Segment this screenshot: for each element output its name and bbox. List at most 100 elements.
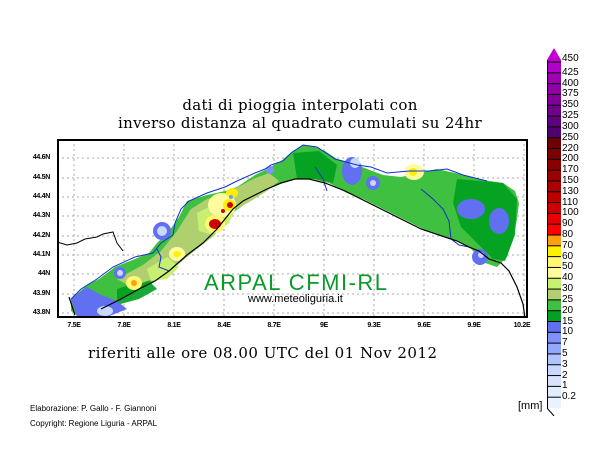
border-line [57, 231, 124, 252]
lon-tick: 7.5E [67, 322, 81, 329]
colorbar-level-label: 200 [562, 153, 579, 165]
colorbar-level-label: 20 [562, 304, 574, 316]
colorbar-band [547, 332, 561, 344]
rainfall-map [57, 139, 528, 318]
colorbar-level-label: 3 [562, 358, 568, 370]
lat-tick: 44.5N [32, 174, 50, 181]
lon-tick: 8.1E [167, 322, 181, 329]
colorbar-level-label: 325 [562, 110, 579, 122]
lat-tick: 44.2N [32, 232, 50, 239]
colorbar-band [547, 353, 561, 365]
map-frame [57, 139, 528, 318]
colorbar-band [547, 72, 561, 84]
colorbar-level-label: 220 [562, 142, 579, 154]
colorbar-level-label: 70 [562, 239, 574, 251]
colorbar-band [547, 310, 561, 322]
coastline [68, 178, 526, 318]
rainfall-maxima [126, 164, 424, 290]
colorbar-band [547, 245, 561, 257]
colorbar-band [547, 191, 561, 203]
colorbar-band [547, 148, 561, 160]
colorbar-level-label: 170 [562, 164, 579, 176]
province-boundaries [70, 144, 488, 300]
colorbar-band [547, 180, 561, 192]
colorbar-level-label: 90 [562, 218, 574, 230]
colorbar-level-label: 450 [562, 53, 579, 64]
lat-tick: 44.3N [32, 212, 50, 219]
map-title-line2: inverso distanza al quadrato cumulati su… [118, 114, 482, 132]
colorbar-band [547, 278, 561, 290]
colorbar-band [547, 83, 561, 95]
colorbar-band [547, 267, 561, 279]
colorbar-level-label: 5 [562, 347, 568, 359]
colorbar-band [547, 213, 561, 225]
lon-tick: 8.4E [217, 322, 231, 329]
colorbar-level-label: 80 [562, 229, 574, 240]
lat-tick: 43.8N [32, 309, 50, 316]
colorbar-band [547, 375, 561, 387]
lon-tick: 10.2E [513, 322, 531, 329]
colorbar-band [547, 256, 561, 268]
lat-tick: 44.1N [32, 251, 50, 258]
colorbar-level-label: 30 [562, 283, 574, 295]
colorbar-level-label: 150 [562, 174, 579, 186]
colorbar-band [547, 202, 561, 214]
colorbar-band [547, 235, 561, 246]
colorbar-level-label: 2 [562, 369, 568, 381]
colorbar-level-label: 400 [562, 77, 579, 89]
colorbar-band [547, 299, 561, 311]
colorbar-level-label: 15 [562, 315, 574, 327]
colorbar-band [547, 364, 561, 376]
colorbar-band [547, 94, 561, 106]
colorbar-level-label: 375 [562, 88, 579, 100]
reference-time: riferiti alle ore 08.00 UTC del 01 Nov 2… [88, 344, 438, 362]
lon-tick: 8.7E [267, 322, 281, 329]
colorbar-level-label: 130 [562, 185, 579, 197]
credit-copyright: Copyright: Regione Liguria - ARPAL [30, 419, 158, 428]
colorbar-level-label: 25 [562, 293, 574, 305]
colorbar-band [547, 105, 561, 117]
colorbar-level-label: 10 [562, 326, 574, 338]
colorbar-band [547, 116, 561, 127]
colorbar-level-label: 50 [562, 261, 574, 273]
colorbar-band [547, 170, 561, 181]
colorbar-band [547, 289, 561, 300]
colorbar-band [547, 386, 561, 398]
lon-tick: 9.6E [417, 322, 431, 329]
lon-tick: 9E [320, 322, 328, 329]
liguria-region [71, 145, 519, 317]
colorbar-band [547, 137, 561, 149]
colorbar-band [547, 62, 561, 73]
colorbar-level-label: 110 [562, 196, 578, 208]
colorbar-level-label: 250 [562, 131, 579, 143]
lat-tick: 44N [38, 270, 50, 277]
map-title-line1: dati di pioggia interpolati con [182, 96, 418, 114]
colorbar-band [547, 321, 561, 333]
colorbar-scale [547, 48, 561, 416]
watermark-arpal: ARPAL CFMI-RL [204, 270, 389, 295]
low-rainfall-areas [71, 157, 509, 317]
colorbar-band [547, 159, 561, 171]
colorbar-band [547, 397, 561, 408]
colorbar-band [547, 224, 561, 235]
colorbar-level-label: 40 [562, 272, 574, 284]
credit-elaborazione: Elaborazione: P. Gallo - F. Giannoni [30, 404, 157, 413]
colorbar-level-label: 425 [562, 66, 579, 78]
colorbar-level-label: 60 [562, 250, 574, 262]
lon-tick: 7.8E [117, 322, 131, 329]
colorbar-level-label: 300 [562, 120, 579, 132]
colorbar-level-label: 7 [562, 337, 568, 349]
colorbar-level-label: 0.2 [562, 391, 576, 403]
colorbar-level-label: 100 [562, 207, 579, 219]
colorbar-level-label: 1 [562, 380, 568, 392]
colorbar-band [547, 126, 561, 138]
lat-tick: 44.4N [32, 193, 50, 200]
lat-tick: 44.6N [32, 154, 50, 161]
lon-tick: 9.3E [367, 322, 381, 329]
lat-tick: 43.9N [32, 290, 50, 297]
website-url: www.meteoliguria.it [248, 293, 343, 305]
lon-tick: 9.9E [467, 322, 481, 329]
map-panel [57, 139, 528, 318]
colorbar: 450 425 400 375 350 325 300 250 220 200 170 150 130 1… [547, 48, 597, 416]
colorbar-band [547, 343, 561, 354]
